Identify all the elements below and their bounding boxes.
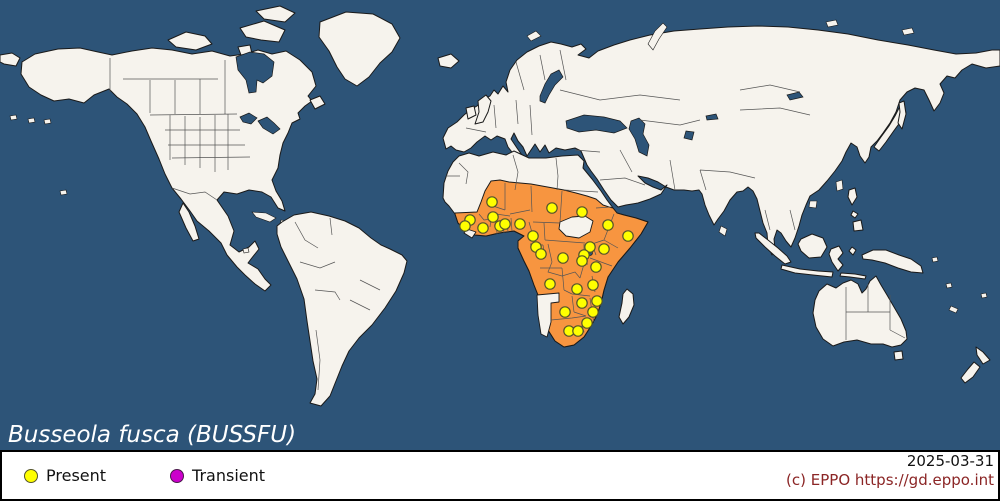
present-dot-icon <box>24 468 38 483</box>
baltic-sea <box>539 69 564 104</box>
map-title: Busseola fusca (BUSSFU) <box>8 422 297 448</box>
present-dot <box>576 206 588 218</box>
present-dot <box>598 243 610 255</box>
present-dot <box>572 325 584 337</box>
present-dot <box>571 283 583 295</box>
hudson-bay <box>235 51 275 94</box>
great-lakes <box>239 112 281 135</box>
black-sea <box>565 114 628 134</box>
legend-transient-label: Transient <box>192 466 266 485</box>
present-dot <box>535 248 547 260</box>
landmass-new-guinea <box>861 249 924 274</box>
landmass-baja-california <box>178 202 200 242</box>
landmass-south-america <box>276 211 408 407</box>
present-dot <box>487 211 499 223</box>
landmass-eurasia <box>442 25 1000 256</box>
landmass-arctic-islands <box>167 5 296 56</box>
landmass-british-isles <box>465 94 492 125</box>
present-dot <box>591 295 603 307</box>
landmass-pacific-islands-east <box>931 256 988 314</box>
present-dot <box>587 279 599 291</box>
present-dot <box>546 202 558 214</box>
landmass-sakhalin <box>897 100 907 130</box>
landmass-pacific-islands-west <box>9 114 250 254</box>
present-dots-layer <box>459 196 634 337</box>
present-dot <box>587 306 599 318</box>
world-map <box>0 5 1000 407</box>
present-dot <box>590 261 602 273</box>
present-dot <box>576 255 588 267</box>
present-dot <box>477 222 489 234</box>
present-dot <box>527 230 539 242</box>
absent-region-south-sudan <box>558 215 594 239</box>
map-date: 2025-03-31 <box>906 452 994 470</box>
caspian-sea <box>628 117 650 157</box>
borders-north-america <box>109 58 251 201</box>
landmass-indonesia <box>754 232 867 280</box>
landmass-australia <box>812 275 908 348</box>
transient-dot-icon <box>170 468 185 483</box>
legend-bar: Present Transient <box>0 450 1000 501</box>
landmass-chukotka-fragment <box>0 52 21 67</box>
present-dot <box>559 306 571 318</box>
aral-balkhash-baikal <box>683 91 804 141</box>
present-dot <box>584 241 596 253</box>
legend-item-transient: Transient <box>170 466 265 485</box>
present-dot <box>622 230 634 242</box>
footer-info: 2025-03-31 (c) EPPO https://gd.eppo.int <box>594 452 994 490</box>
present-dot <box>557 252 569 264</box>
borders-africa-north <box>446 154 599 193</box>
landmass-taiwan-hainan-srilanka <box>516 160 844 237</box>
legend-present-label: Present <box>46 466 107 485</box>
present-dot <box>602 219 614 231</box>
borders-south-america <box>294 217 381 391</box>
landmass-tasmania-newzealand <box>893 346 991 384</box>
present-dot <box>499 218 511 230</box>
landmass-madagascar <box>618 288 635 325</box>
present-dot <box>514 218 526 230</box>
landmass-north-america <box>20 47 317 292</box>
borders-eurasia <box>465 49 811 231</box>
landmass-philippines <box>847 187 864 232</box>
absent-region-namibia <box>536 292 560 338</box>
present-dot <box>576 297 588 309</box>
present-dot <box>459 220 471 232</box>
landmass-greenland <box>318 11 401 87</box>
landmass-newfoundland <box>309 95 326 110</box>
present-dot <box>486 196 498 208</box>
present-dot <box>581 317 593 329</box>
borders-australia <box>845 284 906 340</box>
copyright: (c) EPPO https://gd.eppo.int <box>786 471 994 489</box>
landmass-iceland <box>437 53 460 69</box>
landmass-arctic-russia-islands <box>526 19 915 51</box>
legend-item-present: Present <box>24 466 106 485</box>
present-dot <box>544 278 556 290</box>
